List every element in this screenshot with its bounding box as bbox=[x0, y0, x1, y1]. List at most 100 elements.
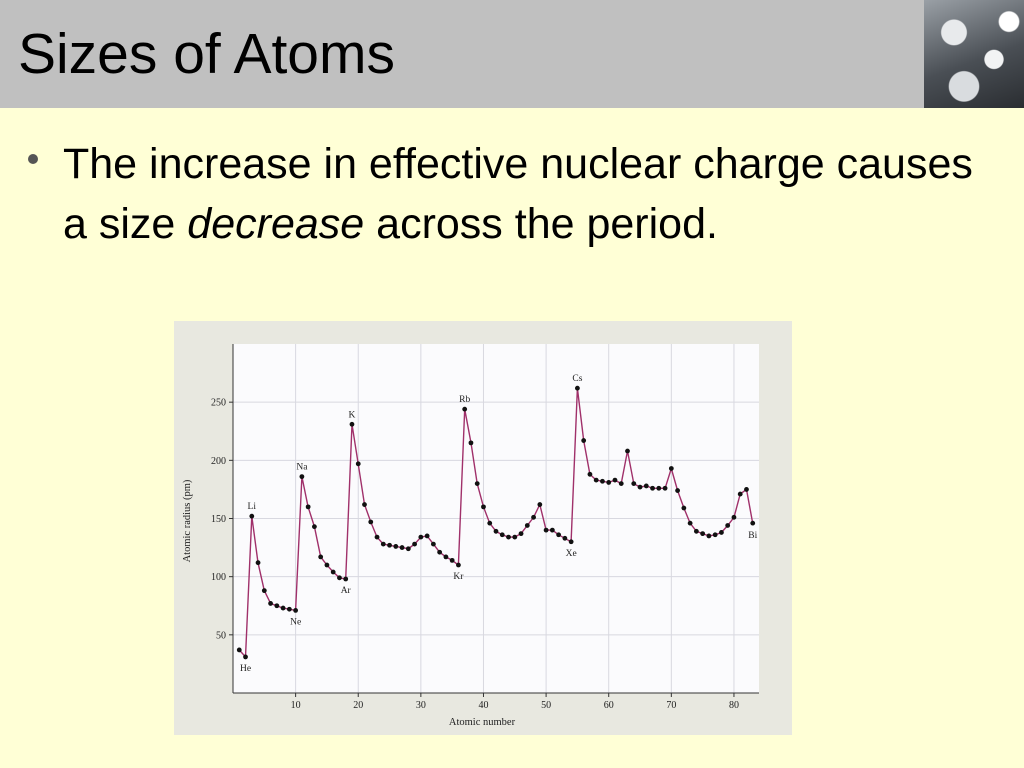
data-point bbox=[737, 491, 743, 497]
data-point bbox=[568, 539, 574, 545]
data-point bbox=[506, 534, 511, 540]
y-tick-label: 250 bbox=[211, 398, 226, 409]
radius-points bbox=[236, 385, 756, 660]
data-point bbox=[474, 481, 480, 486]
data-point bbox=[575, 385, 580, 391]
data-point bbox=[255, 560, 261, 566]
data-point bbox=[268, 601, 273, 606]
data-point bbox=[700, 531, 706, 537]
x-tick-label: 50 bbox=[541, 700, 551, 711]
bullet-dot-icon bbox=[28, 154, 38, 164]
data-point bbox=[355, 461, 361, 467]
data-point bbox=[243, 654, 248, 660]
data-point bbox=[706, 533, 712, 539]
data-point bbox=[468, 440, 474, 446]
element-label: Ne bbox=[290, 617, 301, 627]
data-point bbox=[405, 546, 411, 552]
data-point bbox=[719, 530, 724, 535]
data-point bbox=[424, 533, 430, 539]
y-tick-label: 200 bbox=[211, 456, 226, 467]
data-point bbox=[481, 504, 486, 510]
y-axis-title: Atomic radius (pm) bbox=[182, 479, 193, 562]
data-point bbox=[656, 485, 662, 491]
data-point bbox=[744, 487, 749, 492]
data-point bbox=[299, 474, 305, 480]
data-point bbox=[499, 532, 505, 538]
y-tick-label: 150 bbox=[211, 514, 226, 525]
element-label: Kr bbox=[453, 572, 464, 582]
x-tick-label: 60 bbox=[604, 700, 614, 711]
element-label: Rb bbox=[459, 395, 470, 405]
data-point bbox=[330, 569, 336, 575]
data-point bbox=[343, 576, 349, 582]
data-point bbox=[518, 531, 524, 537]
data-point bbox=[318, 554, 324, 560]
data-point bbox=[581, 438, 587, 443]
data-point bbox=[418, 534, 424, 540]
data-point bbox=[556, 532, 562, 538]
bullet-text-part2: across the period. bbox=[376, 200, 718, 248]
axis-ticks: 10 20 30 40 50 60 70 80 50 100 150 200 250 bbox=[211, 398, 739, 711]
data-point bbox=[274, 603, 280, 609]
data-point bbox=[675, 488, 680, 493]
data-point bbox=[662, 485, 668, 491]
x-tick-label: 70 bbox=[666, 700, 676, 711]
data-point bbox=[593, 477, 599, 483]
data-point bbox=[606, 480, 612, 485]
data-point bbox=[437, 549, 443, 555]
data-point bbox=[549, 527, 555, 533]
data-point bbox=[731, 514, 737, 520]
x-tick-label: 20 bbox=[353, 700, 363, 711]
data-point bbox=[462, 406, 468, 412]
data-point bbox=[236, 647, 242, 653]
x-tick-label: 10 bbox=[291, 700, 301, 711]
x-tick-label: 30 bbox=[416, 700, 426, 711]
data-point bbox=[286, 606, 292, 612]
element-label: Cs bbox=[572, 374, 582, 384]
data-point bbox=[493, 528, 499, 534]
data-point bbox=[293, 608, 299, 613]
y-tick-label: 50 bbox=[216, 630, 226, 641]
title-bar: Sizes of Atoms bbox=[0, 0, 1024, 108]
data-point bbox=[531, 514, 536, 520]
data-point bbox=[537, 502, 543, 507]
data-point bbox=[399, 545, 405, 550]
data-point bbox=[687, 520, 693, 526]
bullet-text-emphasis: decrease bbox=[187, 200, 365, 248]
data-point bbox=[681, 505, 687, 511]
data-point bbox=[631, 481, 637, 486]
element-label: Xe bbox=[566, 549, 577, 559]
data-point bbox=[612, 477, 618, 483]
data-point bbox=[637, 484, 643, 490]
data-point bbox=[456, 562, 461, 568]
data-point bbox=[393, 544, 399, 549]
data-point bbox=[443, 554, 449, 560]
x-tick-label: 80 bbox=[729, 700, 739, 711]
data-point bbox=[668, 466, 674, 471]
data-point bbox=[305, 504, 311, 510]
data-point bbox=[562, 535, 568, 541]
data-point bbox=[368, 519, 374, 525]
chart-svg: 10 20 30 40 50 60 70 80 50 100 150 200 250 He Li Ne Na A… bbox=[182, 344, 759, 728]
data-point bbox=[324, 562, 330, 568]
data-point bbox=[487, 520, 493, 526]
data-point bbox=[643, 483, 649, 489]
data-point bbox=[725, 523, 731, 528]
data-point bbox=[712, 532, 718, 538]
data-point bbox=[412, 541, 417, 547]
bullet-item: The increase in effective nuclear charge… bbox=[28, 134, 988, 254]
grid-lines bbox=[233, 344, 759, 693]
data-point bbox=[600, 478, 605, 484]
data-point bbox=[449, 557, 455, 563]
data-point bbox=[430, 541, 436, 547]
x-axis-title: Atomic number bbox=[449, 717, 516, 728]
element-label: Li bbox=[248, 502, 257, 512]
y-tick-label: 100 bbox=[211, 572, 226, 583]
x-tick-label: 40 bbox=[478, 700, 488, 711]
data-point bbox=[280, 605, 286, 611]
data-point bbox=[374, 534, 380, 540]
data-point bbox=[524, 523, 530, 528]
data-point bbox=[387, 542, 392, 548]
data-point bbox=[249, 513, 255, 519]
element-label: He bbox=[240, 664, 251, 674]
